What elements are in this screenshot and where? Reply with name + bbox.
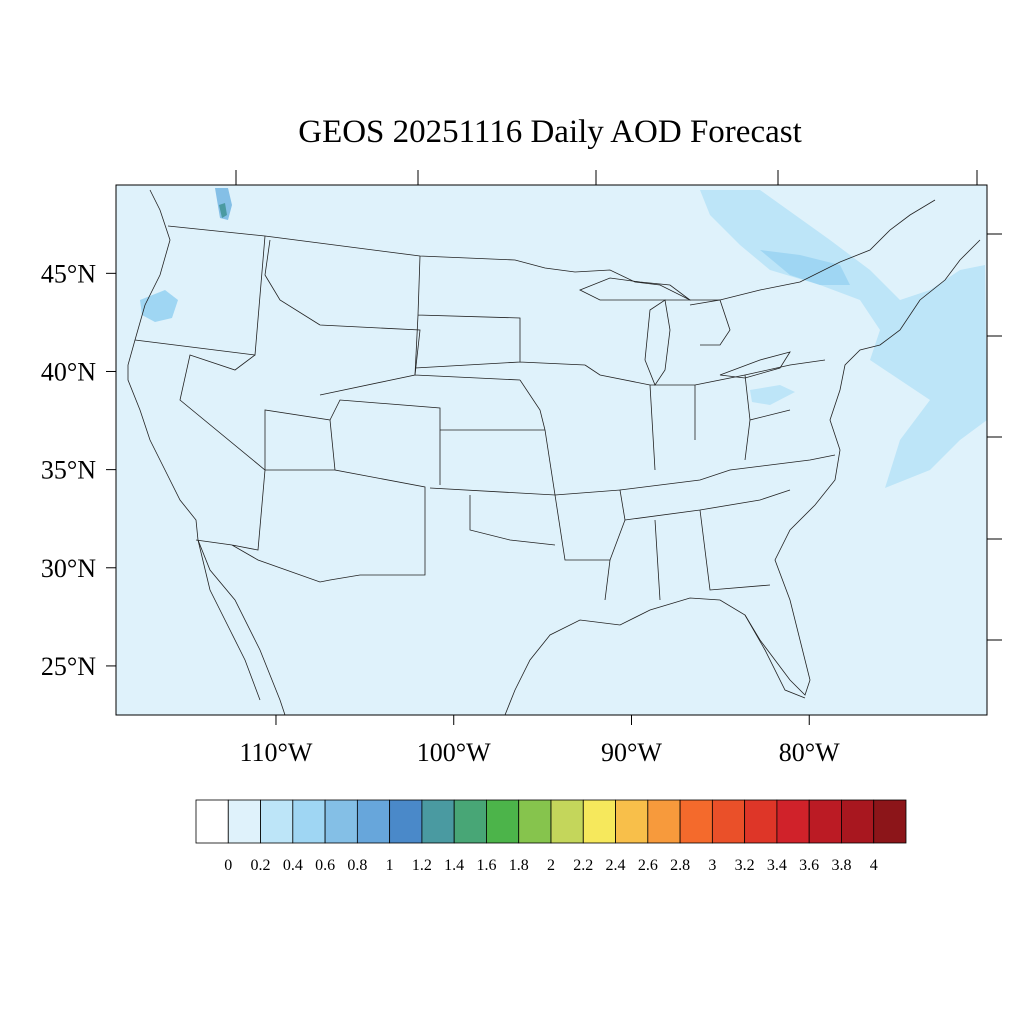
- colorbar-label: 0.2: [251, 857, 271, 874]
- colorbar-label: 0: [224, 857, 232, 874]
- colorbar-swatch: [421, 799, 455, 844]
- colorbar-label: 2.2: [573, 857, 593, 874]
- colorbar: 0 0.2 0.4 0.6 0.8 1 1.2 1.4 1.6 1.8 2 2.2 2.4 2.6 2.8 3…: [195, 799, 907, 874]
- colorbar-swatch: [647, 799, 681, 844]
- lat-tick-label: 45°N: [41, 259, 96, 288]
- aod-plume-northeast: [700, 190, 987, 488]
- colorbar-swatch: [486, 799, 520, 844]
- colorbar-swatch: [292, 799, 326, 844]
- figure-title: GEOS 20251116 Daily AOD Forecast: [298, 114, 802, 150]
- colorbar-swatch: [615, 799, 649, 844]
- lat-tick-label: 30°N: [41, 554, 96, 583]
- west-coastline: [127, 189, 286, 716]
- longitude-ticks: 110°W 100°W 90°W 80°W: [239, 715, 840, 767]
- right-axis-ticks: [987, 233, 1002, 641]
- colorbar-label: 3.2: [735, 857, 755, 874]
- colorbar-swatch: [711, 799, 746, 844]
- colorbar-label: 3: [708, 857, 716, 874]
- lat-tick-label: 35°N: [41, 456, 96, 485]
- us-canada-border: [167, 199, 936, 301]
- colorbar-label: 1: [386, 857, 394, 874]
- colorbar-swatch: [550, 799, 584, 844]
- lon-tick-label: 90°W: [601, 738, 662, 767]
- colorbar-swatch: [389, 799, 423, 844]
- colorbar-swatch: [873, 799, 907, 844]
- colorbar-swatch: [518, 799, 552, 844]
- colorbar-label: 2.4: [606, 857, 626, 874]
- colorbar-swatch: [776, 799, 810, 844]
- aod-patch-northeast-core: [760, 250, 850, 285]
- colorbar-label: 1.8: [509, 857, 529, 874]
- florida-peninsula: [744, 614, 806, 699]
- colorbar-label: 4: [870, 857, 878, 874]
- aod-patch-washington-core: [219, 203, 227, 218]
- colorbar-label: 3.6: [799, 857, 819, 874]
- lon-tick-label: 100°W: [417, 738, 491, 767]
- latitude-ticks: 45°N 40°N 35°N 30°N 25°N: [41, 259, 116, 681]
- colorbar-swatch: [324, 799, 358, 844]
- colorbar-label: 2.8: [670, 857, 690, 874]
- lat-tick-label: 25°N: [41, 652, 96, 681]
- state-lines-east: [584, 359, 836, 601]
- state-lines-west: [134, 235, 521, 583]
- lat-tick-label: 40°N: [41, 357, 96, 386]
- map-boundaries: [127, 189, 981, 716]
- colorbar-label: 0.6: [315, 857, 335, 874]
- map-frame: [115, 184, 988, 716]
- colorbar-swatch: [227, 799, 261, 844]
- colorbar-label: 0.4: [283, 857, 303, 874]
- aod-patch-pacific-northwest: [140, 290, 178, 322]
- colorbar-swatch: [453, 799, 487, 844]
- colorbar-swatch: [356, 799, 391, 844]
- colorbar-label: 1.2: [412, 857, 432, 874]
- colorbar-label: 3.4: [767, 857, 787, 874]
- colorbar-label: 2.6: [638, 857, 658, 874]
- colorbar-swatch: [841, 799, 875, 844]
- state-lines-central: [414, 255, 626, 601]
- colorbar-swatch: [195, 799, 229, 844]
- map-panel: 45°N 40°N 35°N 30°N 25°N 110°W 100°W 90°W 80°W: [41, 170, 1002, 767]
- colorbar-swatch: [260, 799, 294, 844]
- lake-superior: [579, 277, 692, 301]
- gulf-and-atlantic-coast: [504, 239, 981, 716]
- aod-plumes: [140, 188, 987, 488]
- colorbar-swatch: [744, 799, 778, 844]
- lon-tick-label: 110°W: [239, 738, 312, 767]
- colorbar-swatch: [582, 799, 616, 844]
- colorbar-label: 0.8: [347, 857, 367, 874]
- aod-patch-lake-erie: [750, 385, 795, 405]
- lon-tick-label: 80°W: [779, 738, 840, 767]
- colorbar-swatch: [808, 799, 842, 844]
- colorbar-label: 3.8: [831, 857, 851, 874]
- lake-michigan: [644, 299, 671, 386]
- colorbar-label: 1.4: [444, 857, 464, 874]
- top-axis-ticks: [235, 170, 978, 185]
- lakes-huron-erie: [689, 299, 791, 379]
- colorbar-swatch: [679, 799, 713, 844]
- colorbar-label: 1.6: [476, 857, 496, 874]
- colorbar-label: 2: [547, 857, 555, 874]
- baja-california: [197, 539, 261, 701]
